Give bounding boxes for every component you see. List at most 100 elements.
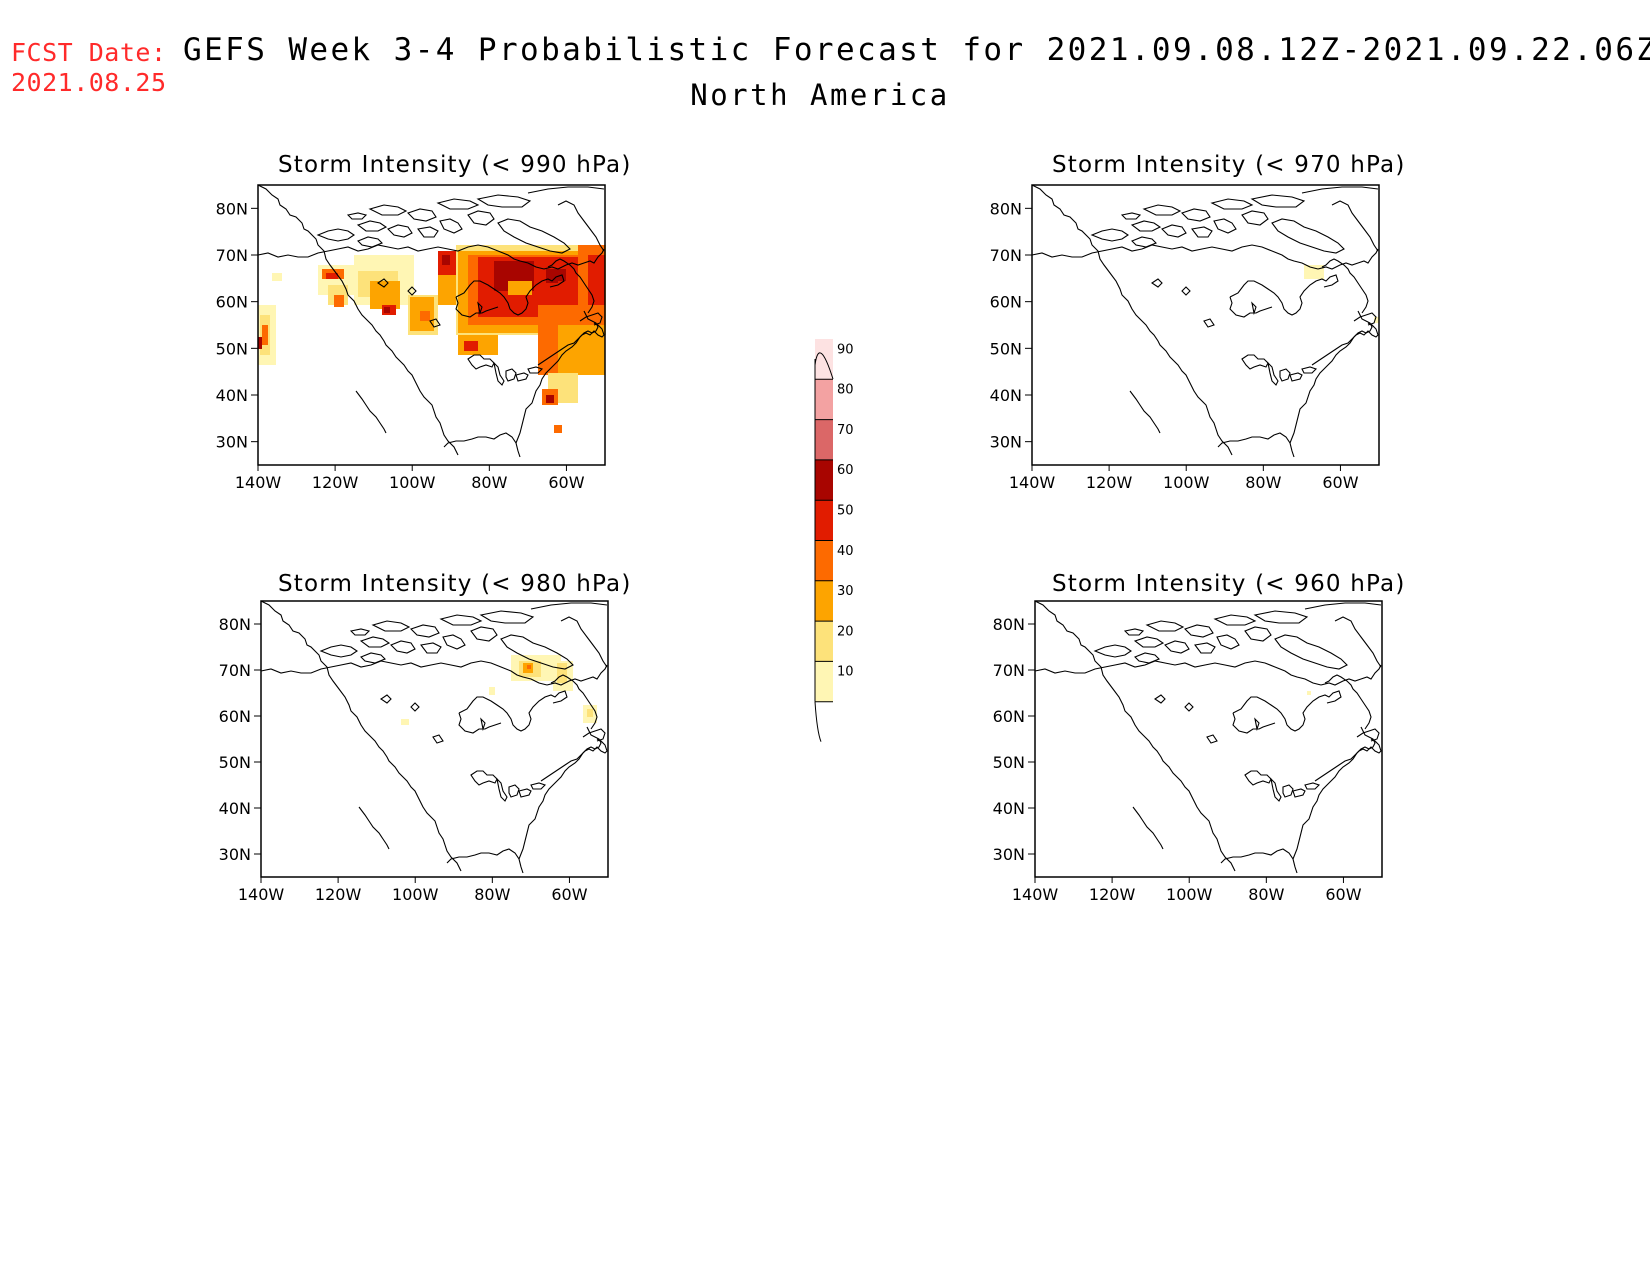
panel-title-970: Storm Intensity (< 970 hPa) <box>1052 152 1406 178</box>
lon-tick-label: 140W <box>1012 885 1059 904</box>
lon-tick-label: 60W <box>1325 885 1361 904</box>
lat-tick-label: 30N <box>993 845 1025 864</box>
probability-cell <box>420 311 430 321</box>
colorbar-label: 30 <box>837 584 854 599</box>
colorbar-bin <box>815 379 833 420</box>
colorbar-bin <box>815 540 833 581</box>
lat-tick-label: 80N <box>990 199 1022 218</box>
lon-tick-label: 80W <box>471 473 507 492</box>
probability-cell <box>272 273 282 281</box>
map-frame <box>1034 600 1383 878</box>
lon-tick-label: 100W <box>389 473 436 492</box>
probability-cell <box>554 425 562 433</box>
map-panel-970: 80N 70N 60N 50N 40N 30N 140W 120W 100W 80W 60W <box>990 184 1380 492</box>
map-frame <box>257 184 606 466</box>
lon-tick-label: 140W <box>1009 473 1056 492</box>
probability-cell <box>558 325 605 375</box>
probability-cell <box>438 275 458 305</box>
lon-tick-label: 140W <box>238 885 285 904</box>
lat-tick-label: 80N <box>216 199 248 218</box>
probability-cell <box>1307 691 1311 695</box>
map-panel-980: 80N 70N 60N 50N 40N 30N 140W 120W 100W 80W 60W <box>219 600 609 904</box>
map-frame <box>1031 184 1380 466</box>
probability-cell <box>258 337 262 349</box>
colorbar-label: 80 <box>837 383 854 398</box>
lon-tick-label: 80W <box>1248 885 1284 904</box>
lat-tick-label: 60N <box>990 293 1022 312</box>
forecast-date-label: FCST Date: <box>11 38 167 67</box>
colorbar-label: 40 <box>837 544 854 559</box>
colorbar-label: 90 <box>837 342 854 357</box>
colorbar-bin <box>815 459 833 501</box>
coastline <box>1034 600 1382 874</box>
probability-cell <box>326 273 338 279</box>
page-title: GEFS Week 3-4 Probabilistic Forecast for… <box>183 32 1650 68</box>
lon-tick-label: 120W <box>315 885 362 904</box>
probability-cell <box>587 709 593 717</box>
lat-tick-label: 30N <box>216 433 248 452</box>
colorbar-label: 50 <box>837 504 854 519</box>
lat-tick-label: 60N <box>216 293 248 312</box>
lat-tick-label: 40N <box>993 799 1025 818</box>
colorbar-label: 20 <box>837 624 854 639</box>
lat-tick-label: 60N <box>993 707 1025 726</box>
coastline <box>260 600 608 874</box>
probability-field-990 <box>258 245 606 433</box>
lat-tick-label: 40N <box>990 386 1022 405</box>
probability-cell <box>1304 265 1324 279</box>
lon-tick-label: 120W <box>312 473 359 492</box>
probability-cell <box>489 687 495 695</box>
panel-title-990: Storm Intensity (< 990 hPa) <box>278 152 632 178</box>
lat-tick-label: 80N <box>993 615 1025 634</box>
probability-cell <box>262 325 268 345</box>
panel-title-980: Storm Intensity (< 980 hPa) <box>278 571 632 597</box>
probability-cell <box>464 341 478 351</box>
forecast-date-value: 2021.08.25 <box>11 68 167 97</box>
probability-cell <box>1374 317 1379 323</box>
lon-tick-label: 100W <box>1163 473 1210 492</box>
colorbar-bin <box>815 500 833 541</box>
lat-tick-label: 50N <box>219 753 251 772</box>
lon-tick-label: 80W <box>1245 473 1281 492</box>
probability-cell <box>520 265 534 281</box>
colorbar-top-cap <box>814 352 834 380</box>
lon-tick-label: 100W <box>1166 885 1213 904</box>
lon-tick-label: 60W <box>1322 473 1358 492</box>
colorbar-bin <box>815 661 833 702</box>
page-subtitle: North America <box>0 78 1650 112</box>
panel-title-960: Storm Intensity (< 960 hPa) <box>1052 571 1406 597</box>
lat-tick-label: 50N <box>216 339 248 358</box>
lon-tick-label: 100W <box>392 885 439 904</box>
probability-cell <box>370 281 400 309</box>
colorbar-bin <box>815 621 833 662</box>
lon-tick-label: 80W <box>474 885 510 904</box>
lon-tick-label: 120W <box>1089 885 1136 904</box>
map-frame <box>260 600 609 878</box>
colorbar-bin <box>815 580 833 622</box>
probability-cell <box>527 665 531 669</box>
probability-field-980 <box>401 655 597 725</box>
probability-cell <box>334 295 344 307</box>
lat-tick-label: 80N <box>219 615 251 634</box>
lat-tick-label: 30N <box>990 433 1022 452</box>
colorbar-bin <box>815 339 833 380</box>
forecast-date-block: FCST Date: 2021.08.25 <box>11 38 167 98</box>
map-panel-960: 80N 70N 60N 50N 40N 30N 140W 120W 100W 80W 60W <box>993 600 1383 904</box>
lon-tick-label: 60W <box>548 473 584 492</box>
probability-cell <box>508 281 532 295</box>
region-label: North America <box>690 78 950 112</box>
lat-tick-label: 70N <box>219 661 251 680</box>
coastline <box>1031 184 1379 458</box>
colorbar-bin <box>815 419 833 460</box>
probability-cell <box>401 719 409 725</box>
probability-cell <box>546 395 554 403</box>
colorbar: 10 20 30 40 50 60 70 80 90 <box>814 339 854 742</box>
lon-tick-label: 120W <box>1086 473 1133 492</box>
lat-tick-label: 70N <box>990 246 1022 265</box>
probability-cell <box>384 307 390 313</box>
colorbar-label: 10 <box>837 665 854 680</box>
lat-tick-label: 30N <box>219 845 251 864</box>
colorbar-label: 60 <box>837 463 854 478</box>
lon-tick-label: 140W <box>235 473 282 492</box>
